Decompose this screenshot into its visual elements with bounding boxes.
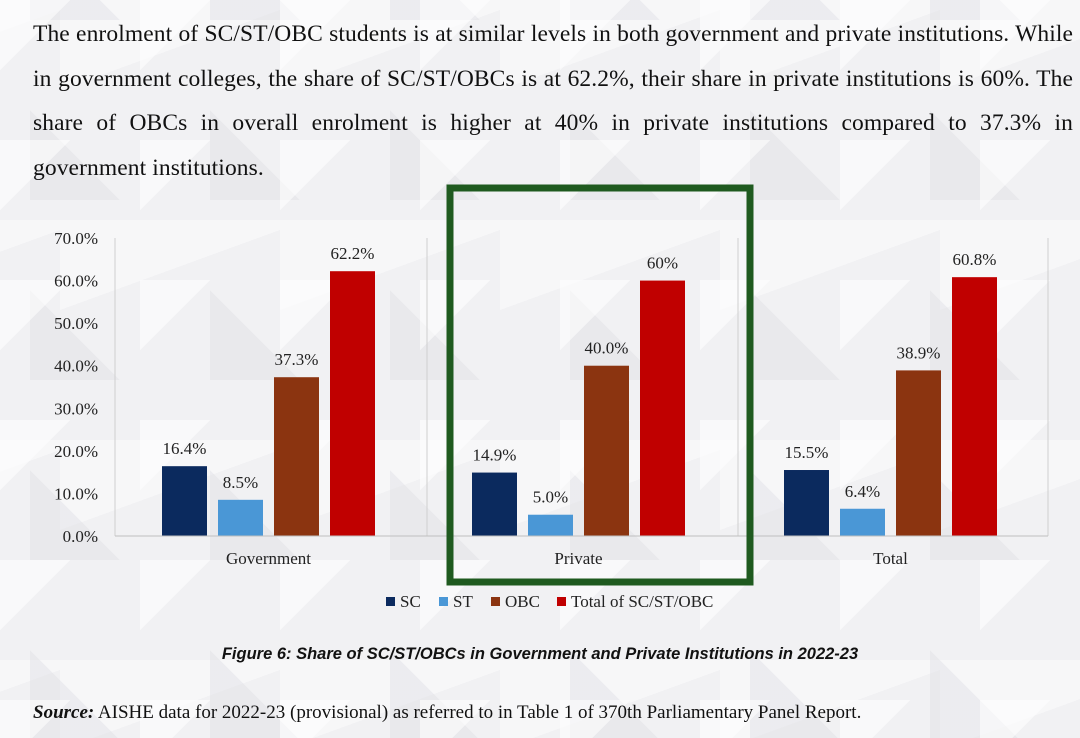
data-label: 6.4% [845,482,880,501]
bar-st [218,499,263,536]
legend-label: ST [453,592,473,611]
legend-swatch-sc [386,597,395,606]
legend-swatch-obc [491,597,500,606]
bar-total-of-sc-st-obc [952,277,997,536]
x-category-label: Private [554,549,602,568]
data-label: 15.5% [785,443,829,462]
bar-total-of-sc-st-obc [640,280,685,536]
bar-obc [274,377,319,536]
intro-paragraph-text: The enrolment of SC/ST/OBC students is a… [33,21,1073,181]
bar-chart: 0.0% 10.0% 20.0% 30.0% 40.0% 50.0% 60.0% 70.0% 1… [54,184,1049,611]
legend-label: OBC [505,592,540,611]
y-tick-label: 60.0% [54,272,98,291]
legend-label: SC [400,592,421,611]
y-tick-label: 0.0% [63,527,98,546]
bar-st [528,514,573,536]
y-tick-label: 70.0% [54,229,98,248]
legend-label: Total of SC/ST/OBC [571,592,713,611]
intro-paragraph: The enrolment of SC/ST/OBC students is a… [33,12,1073,190]
data-label: 14.9% [473,446,517,465]
y-tick-label: 30.0% [54,399,98,418]
data-label: 5.0% [533,488,568,507]
bar-obc [896,370,941,536]
data-label: 60% [647,254,678,273]
data-label: 62.2% [331,244,375,263]
source-note: Source: AISHE data for 2022-23 (provisio… [33,702,861,724]
data-label: 8.5% [223,473,258,492]
bar-sc [784,470,829,536]
source-label: Source: [33,702,95,723]
bar-sc [162,466,207,536]
data-label: 16.4% [163,439,207,458]
y-tick-label: 40.0% [54,357,98,376]
x-category-label: Government [226,549,311,568]
legend-swatch-st [439,597,448,606]
data-label: 60.8% [953,250,997,269]
bar-st [840,508,885,536]
x-category-label: Total [873,549,908,568]
data-label: 40.0% [585,339,629,358]
figure-caption: Figure 6: Share of SC/ST/OBCs in Governm… [221,645,859,663]
y-tick-label: 10.0% [54,484,98,503]
data-label: 38.9% [897,343,941,362]
bar-total-of-sc-st-obc [330,271,375,536]
legend-swatch-total-of-sc-st-obc [557,597,566,606]
data-label: 37.3% [275,350,319,369]
y-tick-label: 20.0% [54,442,98,461]
bar-obc [584,365,629,536]
source-text: AISHE data for 2022-23 (provisional) as … [94,702,862,723]
bar-sc [472,472,517,536]
highlight-box-private [446,184,754,586]
y-tick-label: 50.0% [54,314,98,333]
